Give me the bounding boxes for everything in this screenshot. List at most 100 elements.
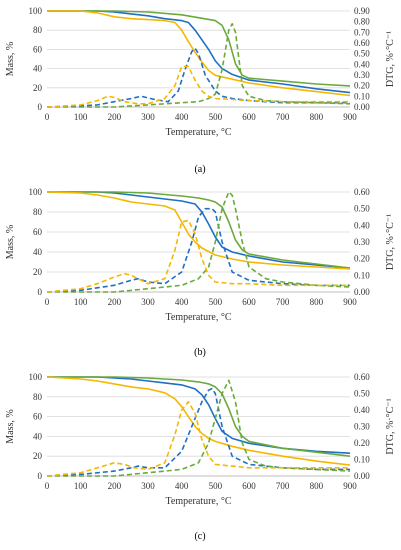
x-axis-label: Temperature, °C — [165, 496, 231, 507]
x-tick-label: 500 — [209, 481, 223, 491]
x-tick-label: 0 — [45, 481, 50, 491]
y-tick-label: 60 — [33, 412, 43, 422]
x-axis-label: Temperature, °C — [165, 127, 231, 138]
x-tick-label: 500 — [209, 297, 223, 307]
x-tick-label: 300 — [141, 112, 155, 122]
series-line-yellow-solid — [46, 191, 351, 270]
panel-label: (b) — [194, 347, 206, 358]
chart-panel-0: 0 20 40 60 80 100 0.000.100.200.300.400.500.60… — [5, 6, 396, 175]
y-tick-label: 40 — [33, 431, 43, 441]
series-line-blue-solid — [47, 191, 351, 269]
series-line-green-solid — [47, 10, 351, 87]
panel-label: (a) — [194, 164, 205, 175]
series-line-green-dashed — [47, 22, 351, 108]
series-line-yellow-solid — [46, 376, 351, 466]
y2-axis-label: DTG, %·°C⁻¹ — [385, 398, 396, 454]
x-tick-label: 400 — [175, 481, 189, 491]
x-tick-label: 800 — [310, 481, 324, 491]
y2-tick-label: 0.60 — [354, 38, 370, 48]
series-line-yellow-dashed — [46, 400, 350, 477]
y2-tick-label: 0.30 — [354, 422, 370, 432]
x-tick-label: 900 — [343, 297, 357, 307]
y-tick-label: 100 — [29, 187, 43, 197]
y-axis-label: Mass, % — [5, 409, 16, 443]
y2-tick-label: 0.10 — [354, 91, 370, 101]
series-line-green-dashed — [47, 191, 351, 293]
y2-tick-label: 0.50 — [354, 49, 370, 59]
y-tick-label: 100 — [29, 6, 43, 16]
series-line-blue-dashed — [46, 387, 350, 477]
x-tick-label: 700 — [276, 297, 290, 307]
x-axis-label: Temperature, °C — [165, 312, 231, 323]
y-tick-label: 0 — [38, 287, 43, 297]
y-tick-label: 0 — [38, 102, 43, 112]
x-tick-label: 600 — [242, 297, 256, 307]
y-tick-label: 80 — [33, 392, 43, 402]
y2-tick-label: 0.10 — [354, 455, 370, 465]
chart-panel-1: 0 20 40 60 80 100 0.00 0.10 0.20 0.30 0.40 0.50 0.60… — [5, 187, 396, 358]
y2-axis-label: DTG, %·°C⁻¹ — [385, 31, 396, 87]
y2-tick-label: 0.50 — [354, 204, 370, 214]
y2-tick-label: 0.00 — [354, 471, 370, 481]
y-axis-label: Mass, % — [5, 42, 16, 76]
y2-tick-label: 0.20 — [354, 254, 370, 264]
x-tick-label: 800 — [310, 112, 324, 122]
y-tick-label: 80 — [33, 207, 43, 217]
y-tick-label: 20 — [33, 267, 43, 277]
x-tick-label: 300 — [141, 297, 155, 307]
y2-tick-label: 0.60 — [354, 372, 370, 382]
y2-tick-label: 0.70 — [354, 27, 370, 37]
x-tick-label: 500 — [209, 112, 223, 122]
y2-tick-label: 0.30 — [354, 70, 370, 80]
x-tick-label: 100 — [74, 481, 88, 491]
y2-tick-label: 0.30 — [354, 237, 370, 247]
y2-tick-label: 0.80 — [354, 17, 370, 27]
x-tick-label: 200 — [108, 112, 122, 122]
y-tick-label: 100 — [29, 372, 43, 382]
x-tick-label: 700 — [276, 481, 290, 491]
x-tick-label: 100 — [74, 112, 88, 122]
series-line-yellow-dashed — [46, 65, 350, 108]
y2-tick-label: 0.40 — [354, 220, 370, 230]
series-line-yellow-solid — [47, 10, 351, 97]
y-tick-label: 0 — [38, 471, 43, 481]
y2-tick-label: 0.00 — [354, 287, 370, 297]
x-tick-label: 600 — [242, 481, 256, 491]
chart-panel-2: 0 20 40 60 80 100 0.00 0.10 0.20 0.30 0.40 0.50 0.60… — [5, 372, 396, 542]
x-tick-label: 700 — [276, 112, 290, 122]
y-axis-label: Mass, % — [5, 225, 16, 259]
x-tick-label: 0 — [45, 112, 50, 122]
y2-tick-label: 0.50 — [354, 389, 370, 399]
series-line-blue-solid — [47, 10, 351, 94]
y-tick-label: 40 — [33, 247, 43, 257]
y2-tick-label: 0.20 — [354, 81, 370, 91]
x-tick-label: 200 — [108, 481, 122, 491]
x-tick-label: 100 — [74, 297, 88, 307]
panel-label: (c) — [194, 531, 205, 542]
x-tick-label: 800 — [310, 297, 324, 307]
y-tick-label: 60 — [33, 227, 43, 237]
series-line-green-dashed — [47, 379, 351, 477]
y2-axis-label: DTG, %·°C⁻¹ — [385, 214, 396, 270]
x-tick-label: 0 — [45, 297, 50, 307]
y-tick-label: 40 — [33, 64, 43, 74]
x-tick-label: 200 — [108, 297, 122, 307]
series-line-green-solid — [47, 191, 351, 269]
x-tick-label: 900 — [343, 112, 357, 122]
series-line-blue-solid — [47, 376, 351, 454]
x-tick-label: 600 — [242, 112, 256, 122]
x-tick-label: 300 — [141, 481, 155, 491]
y2-tick-label: 0.60 — [354, 187, 370, 197]
y-tick-label: 20 — [33, 83, 43, 93]
y2-tick-label: 0.20 — [354, 438, 370, 448]
y2-tick-label: 0.00 — [354, 102, 370, 112]
y2-tick-label: 0.90 — [354, 6, 370, 16]
y2-tick-label: 0.40 — [354, 405, 370, 415]
y-tick-label: 20 — [33, 451, 43, 461]
x-tick-label: 400 — [175, 112, 189, 122]
x-tick-label: 400 — [175, 297, 189, 307]
y-tick-label: 60 — [33, 44, 43, 54]
series-line-yellow-dashed — [46, 219, 350, 293]
